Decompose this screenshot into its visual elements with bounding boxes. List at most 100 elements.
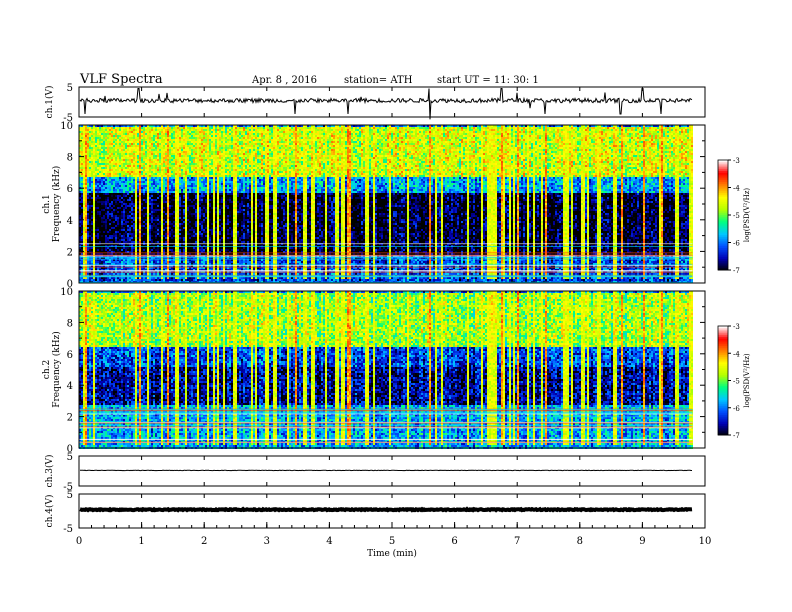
spectrogram-cell (99, 133, 101, 135)
spectrogram-cell (89, 213, 91, 215)
spectrogram-cell (99, 161, 101, 163)
spectrogram-cell (97, 211, 99, 213)
spectrogram-cell (85, 233, 87, 235)
spectrogram-cell (99, 213, 101, 215)
spectrogram-cell (81, 175, 83, 177)
spectrogram-cell (101, 167, 103, 169)
spectrogram-cell (101, 151, 103, 153)
spectrogram-cell (95, 147, 97, 149)
spectrogram-cell (97, 189, 99, 191)
spectrogram-cell (85, 149, 87, 151)
spectrogram-cell (81, 151, 83, 153)
spectrogram-cell (101, 159, 103, 161)
spectrogram-cell (93, 181, 95, 183)
spectrogram-cell (83, 135, 85, 137)
spectrogram-cell (81, 197, 83, 199)
spectrogram-cell (81, 149, 83, 151)
spectrogram-cell (99, 231, 101, 233)
spectrogram-cell (91, 153, 93, 155)
spectrogram-cell (95, 261, 97, 263)
spectrogram-cell (87, 237, 89, 239)
spectrogram-cell (89, 183, 91, 185)
spectrogram-cell (97, 191, 99, 193)
spectrogram-cell (91, 197, 93, 199)
spectrogram-cell (89, 159, 91, 161)
spectrogram-cell (81, 131, 83, 133)
spectrogram-cell (87, 163, 89, 165)
spectrogram-cell (89, 165, 91, 167)
spectrogram-cell (85, 189, 87, 191)
spectrogram-cell (93, 191, 95, 193)
spectrogram-cell (93, 141, 95, 143)
spectrogram-cell (87, 155, 89, 157)
spectrogram-cell (99, 165, 101, 167)
spectrogram-cell (83, 279, 85, 281)
spectrogram-cell (85, 277, 87, 279)
spectrogram-cell (81, 185, 83, 187)
spectrogram-cell (93, 233, 95, 235)
spectrogram-cell (95, 189, 97, 191)
spectrogram-cell (83, 129, 85, 131)
spectrogram-cell (97, 209, 99, 211)
spectrogram-cell (93, 147, 95, 149)
spectrogram-cell (81, 147, 83, 149)
spectrogram-cell (91, 203, 93, 205)
spectrogram-cell (97, 141, 99, 143)
spectrogram-cell (89, 153, 91, 155)
spectrogram-cell (97, 199, 99, 201)
spectrogram-cell (93, 127, 95, 129)
spectrogram-cell (83, 167, 85, 169)
spectrogram-cell (95, 139, 97, 141)
spectrogram-cell (95, 201, 97, 203)
spectrogram-cell (83, 277, 85, 279)
spectrogram-cell (97, 205, 99, 207)
spectrogram-cell (91, 227, 93, 229)
spectrogram-cell (81, 273, 83, 275)
spectrogram-cell (95, 233, 97, 235)
spectrogram-cell (97, 227, 99, 229)
spectrogram-cell (89, 133, 91, 135)
spectrogram-cell (97, 273, 99, 275)
spectrogram-cell (85, 181, 87, 183)
spectrogram-cell (91, 219, 93, 221)
spectrogram-cell (93, 155, 95, 157)
spectrogram-cell (99, 135, 101, 137)
spectrogram-cell (89, 147, 91, 149)
spectrogram-cell (85, 279, 87, 281)
spectrogram-cell (81, 181, 83, 183)
spectrogram-cell (95, 217, 97, 219)
spectrogram-cell (95, 141, 97, 143)
spectrogram-cell (87, 195, 89, 197)
spectrogram-cell (99, 149, 101, 151)
spectrogram-cell (91, 217, 93, 219)
spectrogram-cell (91, 127, 93, 129)
spectrogram-cell (85, 193, 87, 195)
spectrogram-cell (93, 209, 95, 211)
spectrogram-cell (97, 139, 99, 141)
spectrogram-cell (87, 203, 89, 205)
spectrogram-cell (99, 169, 101, 171)
spectrogram-cell (93, 161, 95, 163)
spectrogram-cell (97, 151, 99, 153)
spectrogram-cell (87, 191, 89, 193)
spectrogram-cell (101, 161, 103, 163)
spectrogram-cell (81, 163, 83, 165)
spectrogram-cell (89, 217, 91, 219)
spectrogram-cell (83, 147, 85, 149)
spectrogram-cell (83, 157, 85, 159)
spectrogram-cell (99, 171, 101, 173)
spectrogram-cell (89, 129, 91, 131)
spectrogram-cell (93, 193, 95, 195)
spectrogram-cell (89, 231, 91, 233)
spectrogram-cell (95, 173, 97, 175)
spectrogram-cell (87, 131, 89, 133)
spectrogram-cell (89, 131, 91, 133)
spectrogram-cell (89, 185, 91, 187)
spectrogram-cell (95, 247, 97, 249)
spectrogram-cell (95, 195, 97, 197)
spectrogram-cell (89, 173, 91, 175)
spectrogram-cell (95, 277, 97, 279)
spectrogram-cell (89, 139, 91, 141)
spectrogram-cell (93, 237, 95, 239)
spectrogram-cell (93, 241, 95, 243)
